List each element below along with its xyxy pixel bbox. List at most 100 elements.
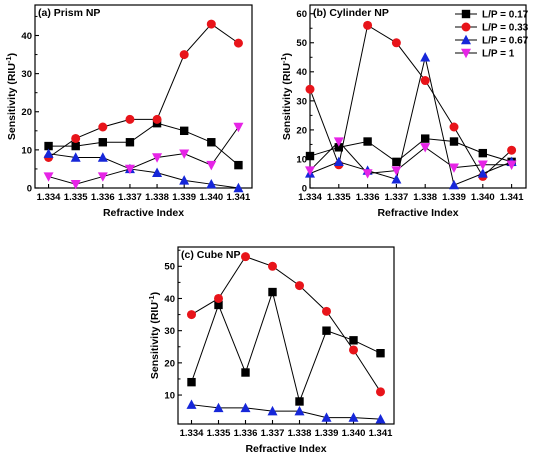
data-point	[213, 402, 224, 413]
x-tick-label: 1.338	[145, 192, 169, 203]
data-point	[449, 163, 459, 173]
series-triangle-down	[43, 122, 244, 190]
data-point	[70, 179, 81, 190]
data-point	[295, 397, 304, 406]
data-point	[98, 138, 108, 147]
y-axis-title-main: Sensitivity (RIU	[6, 63, 18, 140]
data-point	[187, 310, 196, 320]
y-tick-label: 40	[164, 294, 175, 305]
data-point	[71, 141, 80, 151]
data-point	[507, 145, 517, 155]
data-point	[421, 134, 430, 143]
x-tick-label: 1.336	[91, 192, 115, 203]
data-point	[44, 141, 53, 151]
y-axis-title: Sensitivity (RIU-1)	[147, 292, 161, 379]
data-point	[477, 160, 488, 170]
data-point	[322, 326, 331, 335]
data-point	[294, 405, 305, 416]
y-axis-title: Sensitivity (RIU-1)	[4, 53, 18, 140]
y-axis-title-exponent: -1	[279, 56, 288, 63]
x-tick-label: 1.337	[385, 192, 409, 203]
data-point	[233, 122, 244, 133]
y-tick-label: 30	[296, 96, 307, 107]
data-point	[322, 306, 331, 316]
data-point	[305, 151, 315, 161]
data-point	[214, 300, 223, 310]
series-triangle-up	[43, 148, 244, 193]
series-circle	[187, 252, 385, 397]
x-tick-label: 1.339	[172, 192, 196, 203]
data-point	[449, 179, 459, 190]
x-tick-label: 1.339	[442, 192, 466, 203]
data-point	[321, 412, 332, 422]
series-square	[187, 287, 385, 406]
x-tick-label: 1.335	[327, 192, 351, 203]
x-tick-label: 1.340	[199, 192, 223, 203]
data-point	[152, 153, 163, 163]
data-point	[241, 368, 250, 377]
x-tick-label: 1.334	[37, 192, 61, 203]
data-point	[376, 349, 385, 358]
legend-label: L/P = 1	[482, 49, 515, 60]
data-point	[268, 261, 277, 271]
data-point	[233, 182, 244, 193]
data-point	[268, 287, 277, 297]
data-point	[186, 399, 197, 409]
x-tick-label: 1.336	[356, 192, 380, 203]
x-tick-label: 1.338	[413, 192, 437, 203]
y-axis-title-main: Sensitivity (RIU	[149, 302, 161, 379]
y-tick-label: 40	[21, 31, 32, 42]
y-tick-label: 60	[296, 9, 307, 20]
data-point	[420, 76, 430, 86]
y-tick-label: 30	[21, 69, 32, 80]
data-point	[179, 175, 190, 185]
panel-cube: 10 20 30 40 50 1.334 1.335 1.336 1.337 1.338 1.339…	[147, 246, 395, 454]
legend-label: L/P = 0.67	[482, 36, 529, 47]
data-point	[98, 122, 108, 132]
data-point	[305, 84, 315, 94]
legend-marker	[461, 48, 471, 59]
x-tick-label: 1.341	[500, 192, 524, 203]
legend-marker	[461, 34, 471, 45]
x-tick-label: 1.334	[298, 192, 322, 203]
x-axis-title: Refractive Index	[245, 443, 326, 454]
data-point	[97, 152, 108, 162]
y-axis-title-main: Sensitivity (RIU	[281, 63, 293, 140]
y-tick-label: 30	[164, 326, 175, 337]
y-axis-title-suffix: )	[281, 53, 293, 57]
legend: L/P = 0.17 L/P = 0.33 L/P = 0.67 L/P = 1	[455, 10, 529, 60]
data-point	[391, 38, 401, 48]
data-point	[241, 252, 250, 262]
y-tick-label: 20	[164, 358, 175, 369]
data-point	[363, 20, 373, 30]
x-axis-title: Refractive Index	[377, 207, 458, 219]
data-point	[349, 336, 358, 345]
y-tick-label: 20	[296, 125, 307, 136]
series-line	[191, 290, 381, 404]
x-tick-label: 1.338	[288, 428, 312, 439]
y-tick-label: 20	[21, 107, 32, 118]
x-axis-title: Refractive Index	[103, 207, 184, 219]
data-point	[449, 137, 459, 146]
series-circle	[305, 20, 517, 181]
x-tick-label: 1.334	[180, 428, 204, 439]
y-tick-label: 0	[27, 183, 32, 194]
legend-entry: L/P = 1	[455, 49, 515, 60]
data-point	[478, 148, 487, 158]
legend-label: L/P = 0.17	[482, 10, 529, 21]
series-line	[48, 153, 239, 189]
panel-cylinder: 0 10 20 30 40 50 60 1.334 1.335 1.336 1.337 1.338 1.…	[279, 4, 527, 219]
y-tick-label: 10	[21, 145, 32, 156]
data-point	[334, 143, 343, 152]
data-point	[305, 166, 315, 176]
series-line	[191, 256, 381, 393]
data-point	[43, 148, 54, 158]
legend-marker	[461, 22, 471, 32]
data-point	[449, 122, 459, 132]
x-tick-label: 1.337	[118, 192, 142, 203]
y-axis-title-exponent: -1	[4, 56, 13, 63]
series-line	[309, 24, 512, 178]
data-point	[348, 412, 359, 422]
data-point	[124, 164, 135, 175]
